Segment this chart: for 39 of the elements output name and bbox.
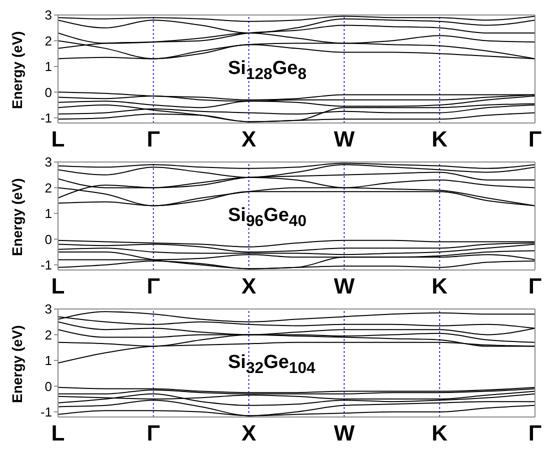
y-tick-label: 0	[44, 378, 52, 394]
x-tick-label: Γ	[528, 420, 542, 446]
x-tick-label: W	[334, 126, 355, 152]
y-tick-label: 3	[44, 8, 52, 23]
text: Si$_{96}$Ge$_{40}$	[227, 205, 308, 231]
x-tick-label: K	[432, 274, 448, 299]
y-tick-label: 2	[44, 180, 52, 196]
x-tick-label: L	[51, 420, 65, 446]
y-axis-title: Energy (eV)	[8, 325, 25, 403]
y-tick-label: 1	[44, 59, 52, 74]
x-tick-label: K	[432, 126, 448, 152]
y-axis-title: Energy (eV)	[8, 31, 25, 109]
x-tick-label: W	[334, 274, 355, 299]
y-tick-label: 3	[44, 302, 52, 317]
text: Si$_{128}$Ge$_{8}$	[227, 58, 308, 84]
x-tick-label: L	[51, 274, 65, 299]
x-tick-label: K	[432, 420, 448, 446]
x-tick-label: X	[241, 420, 256, 446]
y-axis-title: Energy (eV)	[8, 178, 25, 256]
y-tick-label: 2	[44, 327, 52, 342]
y-tick-label: -1	[40, 257, 52, 272]
x-tick-label: W	[334, 420, 355, 446]
y-tick-label: 1	[44, 353, 52, 368]
y-tick-label: 0	[44, 232, 52, 247]
x-tick-label: Γ	[528, 274, 542, 299]
y-tick-label: -1	[40, 404, 52, 420]
y-tick-label: -1	[40, 110, 52, 126]
y-tick-label: 3	[44, 154, 52, 170]
x-tick-label: Γ	[146, 420, 160, 446]
text: Si$_{32}$Ge$_{104}$	[227, 352, 316, 378]
y-tick-label: 2	[44, 33, 52, 48]
y-tick-label: 0	[44, 84, 52, 100]
x-tick-label: Γ	[146, 126, 160, 152]
x-tick-label: Γ	[146, 274, 160, 299]
x-tick-label: Γ	[528, 126, 542, 152]
x-tick-label: X	[241, 126, 256, 152]
x-tick-label: L	[51, 126, 65, 152]
x-tick-label: X	[241, 274, 256, 299]
y-tick-label: 1	[44, 206, 52, 222]
